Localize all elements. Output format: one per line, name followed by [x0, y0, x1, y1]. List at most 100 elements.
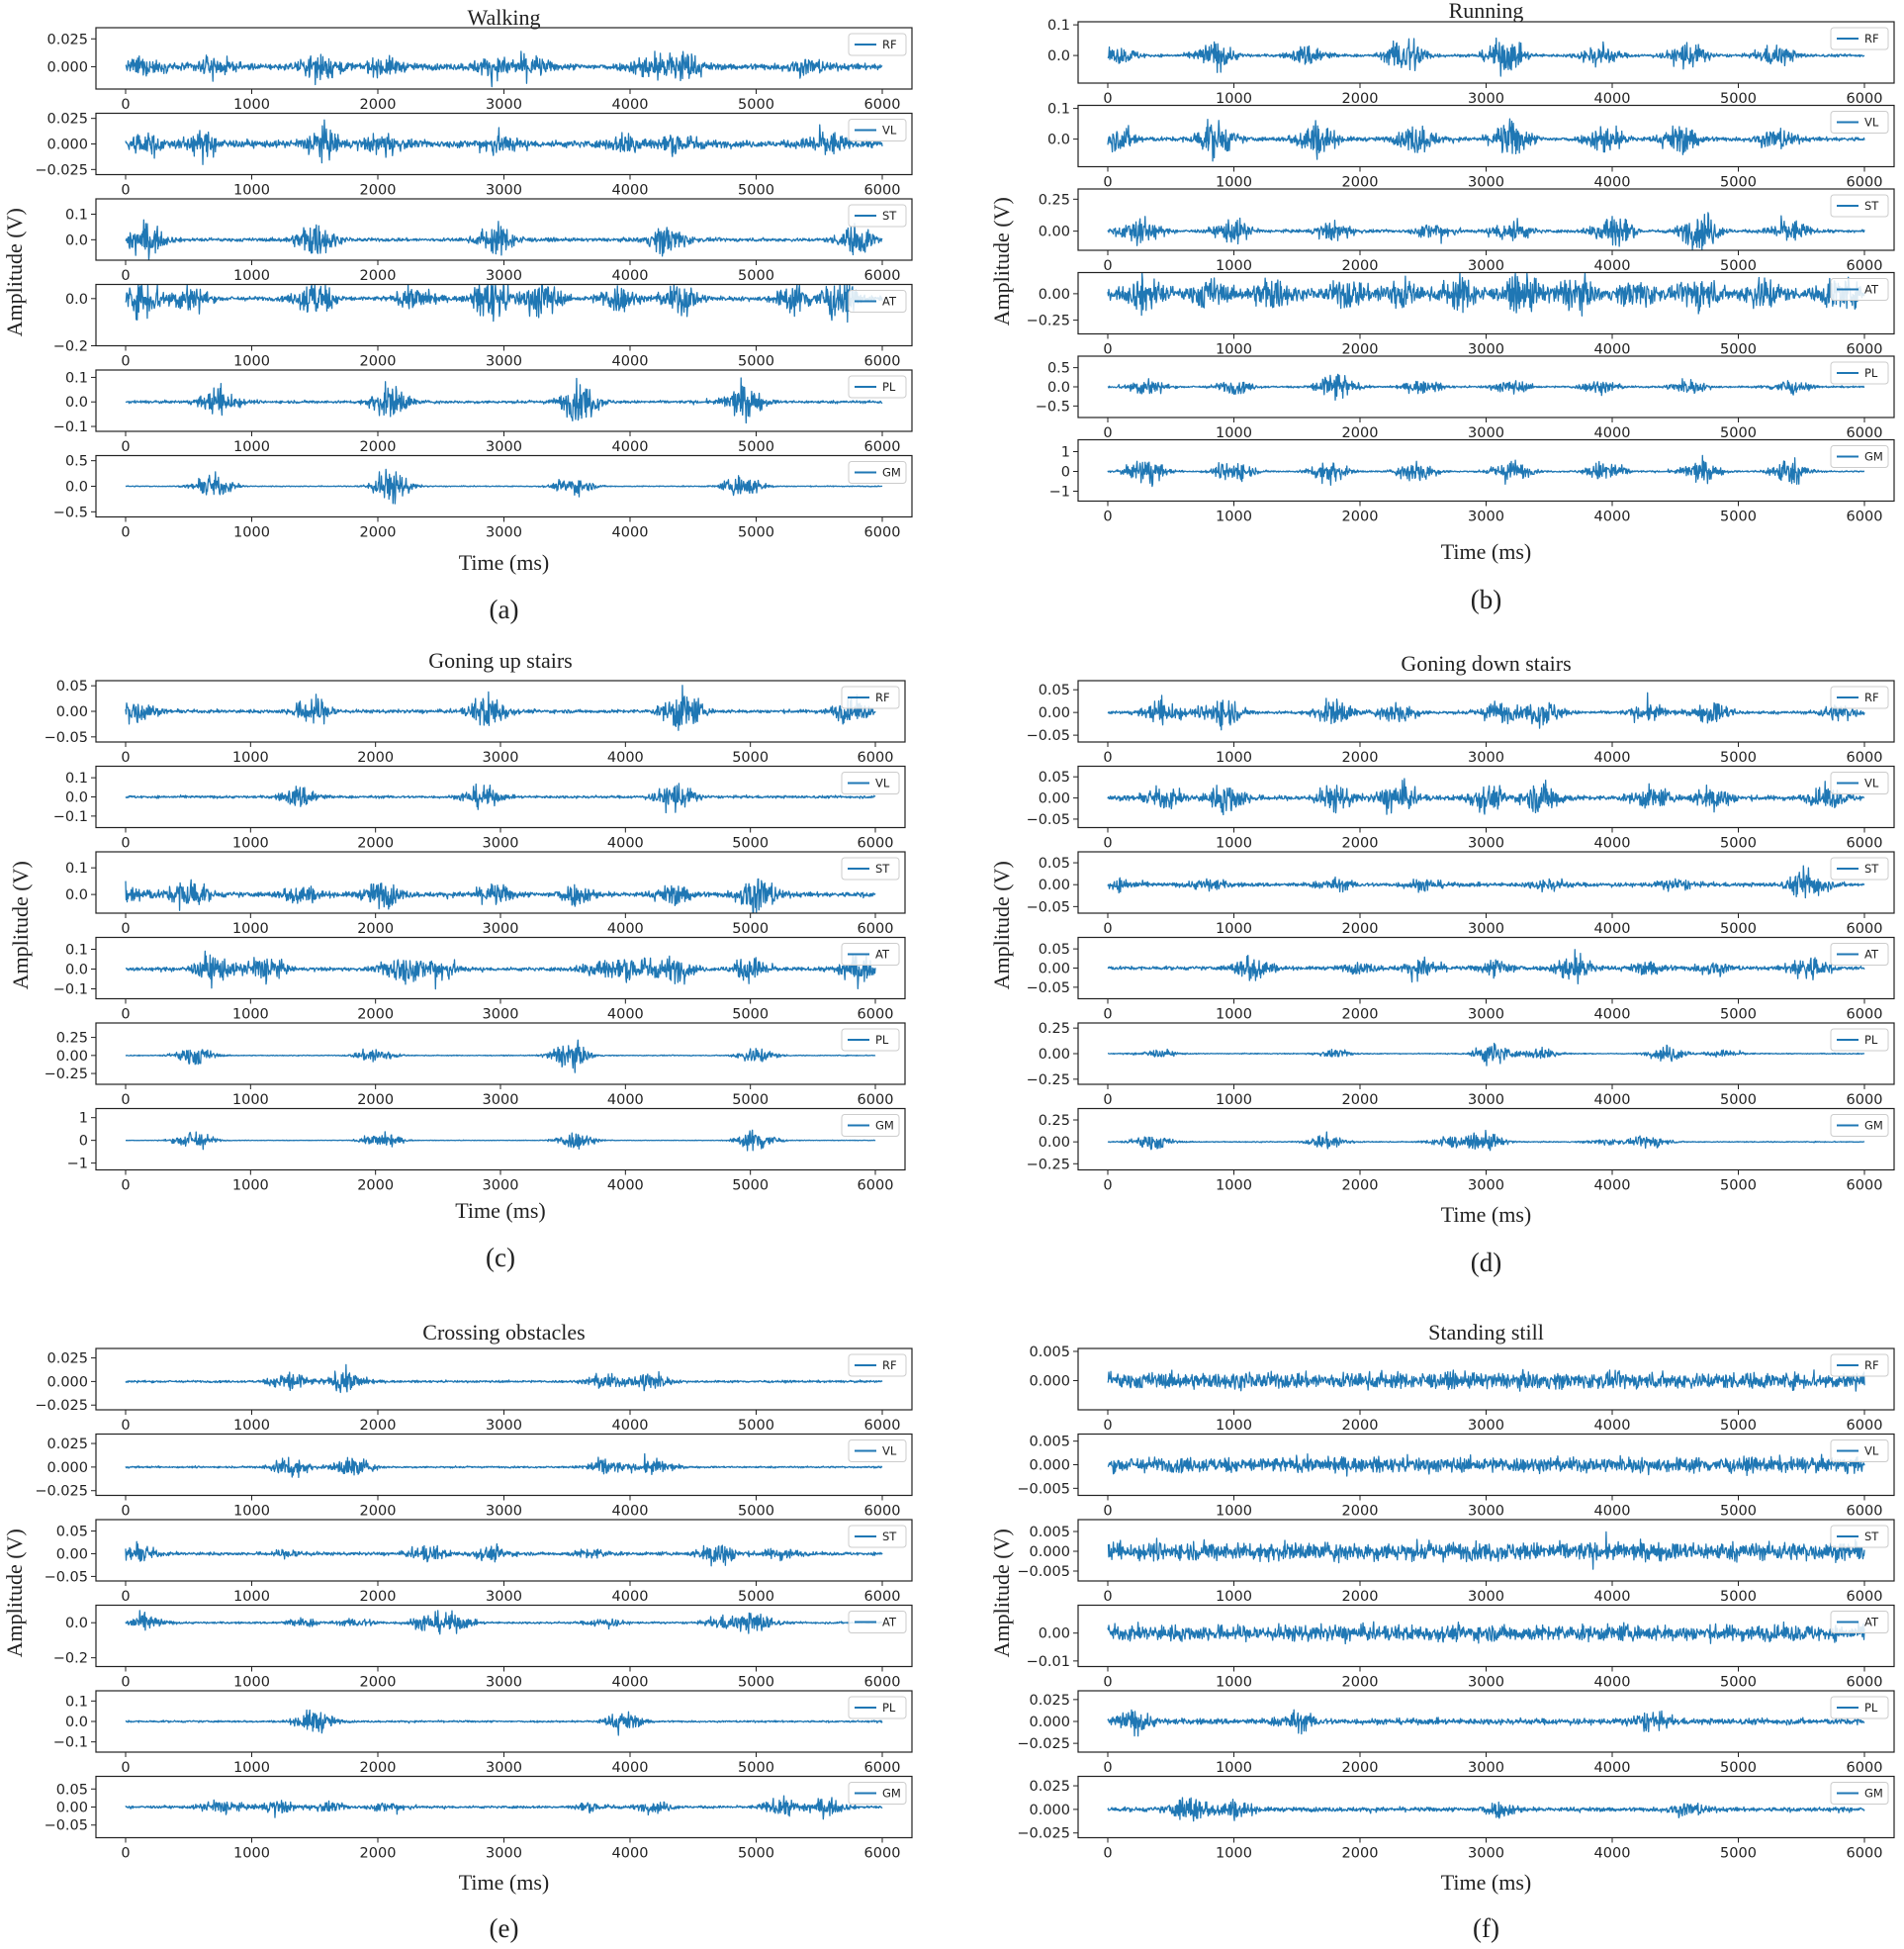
x-tick-label: 5000: [1720, 1760, 1757, 1776]
y-axis-label: Amplitude (V): [2, 208, 27, 336]
x-tick-label: 4000: [1594, 1504, 1631, 1520]
x-tick-label: 4000: [607, 1178, 644, 1194]
legend: AT: [848, 1611, 907, 1633]
x-tick-label: 5000: [1720, 510, 1757, 525]
legend: RF: [1830, 686, 1889, 709]
panel-caption: (b): [1471, 585, 1501, 614]
signal-trace-at: [125, 950, 876, 990]
subplot-gm: 0.025 0.000 −0.025 0 1000 2000 3000 4000 5000 600…: [1017, 1775, 1895, 1862]
legend: AT: [848, 290, 907, 313]
chart-panel-c: Goning up stairs Time (ms) (c) Amplitude (V…: [8, 648, 906, 1272]
signal-trace-vl: [1107, 118, 1865, 162]
x-tick-label: 5000: [1720, 175, 1757, 191]
y-tick-label: 0.25: [1039, 192, 1070, 208]
legend-label: VL: [1864, 777, 1879, 790]
x-tick-label: 5000: [1720, 750, 1757, 766]
legend-label: PL: [882, 380, 896, 394]
signal-trace-gm: [125, 1795, 883, 1820]
subplot-rf: 0.05 0.00 −0.05 0 1000 2000 3000 4000 5000 6000 RF: [1027, 680, 1895, 766]
subplot-gm: 0.05 0.00 −0.05 0 1000 2000 3000 4000 5000 6000 GM: [45, 1775, 913, 1862]
x-tick-label: 3000: [1468, 1675, 1504, 1691]
subplot-st: 0.05 0.00 −0.05 0 1000 2000 3000 4000 5000 6000 ST: [45, 1519, 913, 1605]
legend-box: [848, 1611, 907, 1633]
legend-label: RF: [1864, 32, 1879, 46]
y-tick-label: 0.1: [65, 861, 88, 877]
legend: ST: [1830, 194, 1889, 218]
y-tick-label: 0.5: [65, 454, 88, 470]
y-tick-label: 0.025: [46, 32, 88, 47]
y-tick-label: 0.005: [1029, 1525, 1070, 1540]
x-tick-label: 6000: [858, 836, 894, 852]
legend: PL: [1830, 1028, 1889, 1052]
y-tick-label: 0.000: [1029, 1458, 1070, 1474]
subplot-rf: 0.025 0.000 0 1000 2000 3000 4000 5000 6000 RF: [46, 27, 913, 113]
legend: VL: [841, 772, 900, 794]
x-tick-label: 4000: [1594, 1760, 1631, 1776]
y-tick-label: −0.005: [1017, 1564, 1070, 1580]
y-tick-label: −0.2: [53, 339, 88, 355]
x-tick-label: 1000: [233, 1675, 270, 1691]
signal-trace-pl: [125, 377, 883, 424]
x-tick-label: 1000: [1216, 836, 1252, 852]
x-tick-label: 2000: [1342, 175, 1379, 191]
signal-trace-gm: [1107, 1797, 1865, 1822]
y-tick-label: −0.1: [53, 982, 88, 998]
x-tick-label: 3000: [1468, 1418, 1504, 1434]
y-tick-label: −1: [67, 1157, 88, 1172]
x-tick-label: 1000: [1216, 1675, 1252, 1691]
x-tick-label: 1000: [1216, 510, 1252, 525]
x-tick-label: 6000: [864, 268, 901, 284]
x-tick-label: 5000: [738, 1504, 774, 1520]
x-tick-label: 0: [1103, 1092, 1112, 1108]
x-tick-label: 1000: [1216, 342, 1252, 358]
x-axis-label: Time (ms): [459, 1870, 549, 1895]
subplot-at: 0.0 −0.2 0 1000 2000 3000 4000 5000 6000 AT: [53, 283, 913, 370]
y-tick-label: −0.1: [53, 809, 88, 825]
y-axis-label: Amplitude (V): [2, 1529, 27, 1657]
subplot-gm: 1 0 −1 0 1000 2000 3000 4000 5000 6000 GM: [1049, 438, 1895, 525]
legend-label: AT: [875, 948, 890, 962]
chart-title: Running: [1449, 0, 1524, 23]
x-tick-label: 2000: [360, 1675, 397, 1691]
legend-box: [1830, 1114, 1889, 1137]
x-tick-label: 3000: [1468, 1178, 1504, 1194]
signal-trace-at: [125, 284, 883, 324]
x-tick-label: 0: [121, 1178, 130, 1194]
x-tick-label: 3000: [1468, 342, 1504, 358]
x-tick-label: 2000: [357, 836, 394, 852]
signal-trace-rf: [1107, 1368, 1865, 1392]
x-tick-label: 3000: [1468, 1007, 1504, 1023]
signal-trace-st: [125, 219, 883, 261]
x-tick-label: 4000: [1594, 91, 1631, 107]
legend: VL: [848, 1439, 907, 1462]
signal-trace-vl: [1107, 1453, 1865, 1477]
legend-label: PL: [1864, 366, 1878, 380]
y-tick-label: 0.25: [1039, 1113, 1070, 1129]
subplot-pl: 0.1 0.0 −0.1 0 1000 2000 3000 4000 5000 6000 PL: [53, 369, 913, 455]
x-tick-label: 1000: [1216, 921, 1252, 937]
legend: VL: [1830, 772, 1889, 794]
x-tick-label: 4000: [607, 921, 644, 937]
x-tick-label: 2000: [1342, 258, 1379, 274]
x-tick-label: 0: [1103, 1504, 1112, 1520]
signal-trace-pl: [125, 1039, 876, 1073]
legend-box: [1830, 1782, 1889, 1805]
legend-box: [848, 1696, 907, 1719]
legend-label: GM: [882, 466, 901, 480]
x-tick-label: 0: [121, 354, 130, 370]
x-tick-label: 4000: [607, 750, 644, 766]
y-tick-label: −0.25: [1027, 1157, 1070, 1172]
legend-box: [1830, 772, 1889, 794]
x-tick-label: 4000: [607, 1007, 644, 1023]
x-tick-label: 6000: [1847, 1589, 1883, 1605]
y-tick-label: 0.00: [56, 704, 88, 720]
x-tick-label: 0: [1103, 836, 1112, 852]
legend-label: RF: [1864, 691, 1879, 704]
signal-trace-pl: [125, 1709, 883, 1736]
x-tick-label: 2000: [357, 1178, 394, 1194]
x-tick-label: 5000: [1720, 425, 1757, 441]
x-tick-label: 6000: [864, 1418, 901, 1434]
signal-trace-vl: [1107, 778, 1865, 816]
x-tick-label: 3000: [1468, 921, 1504, 937]
